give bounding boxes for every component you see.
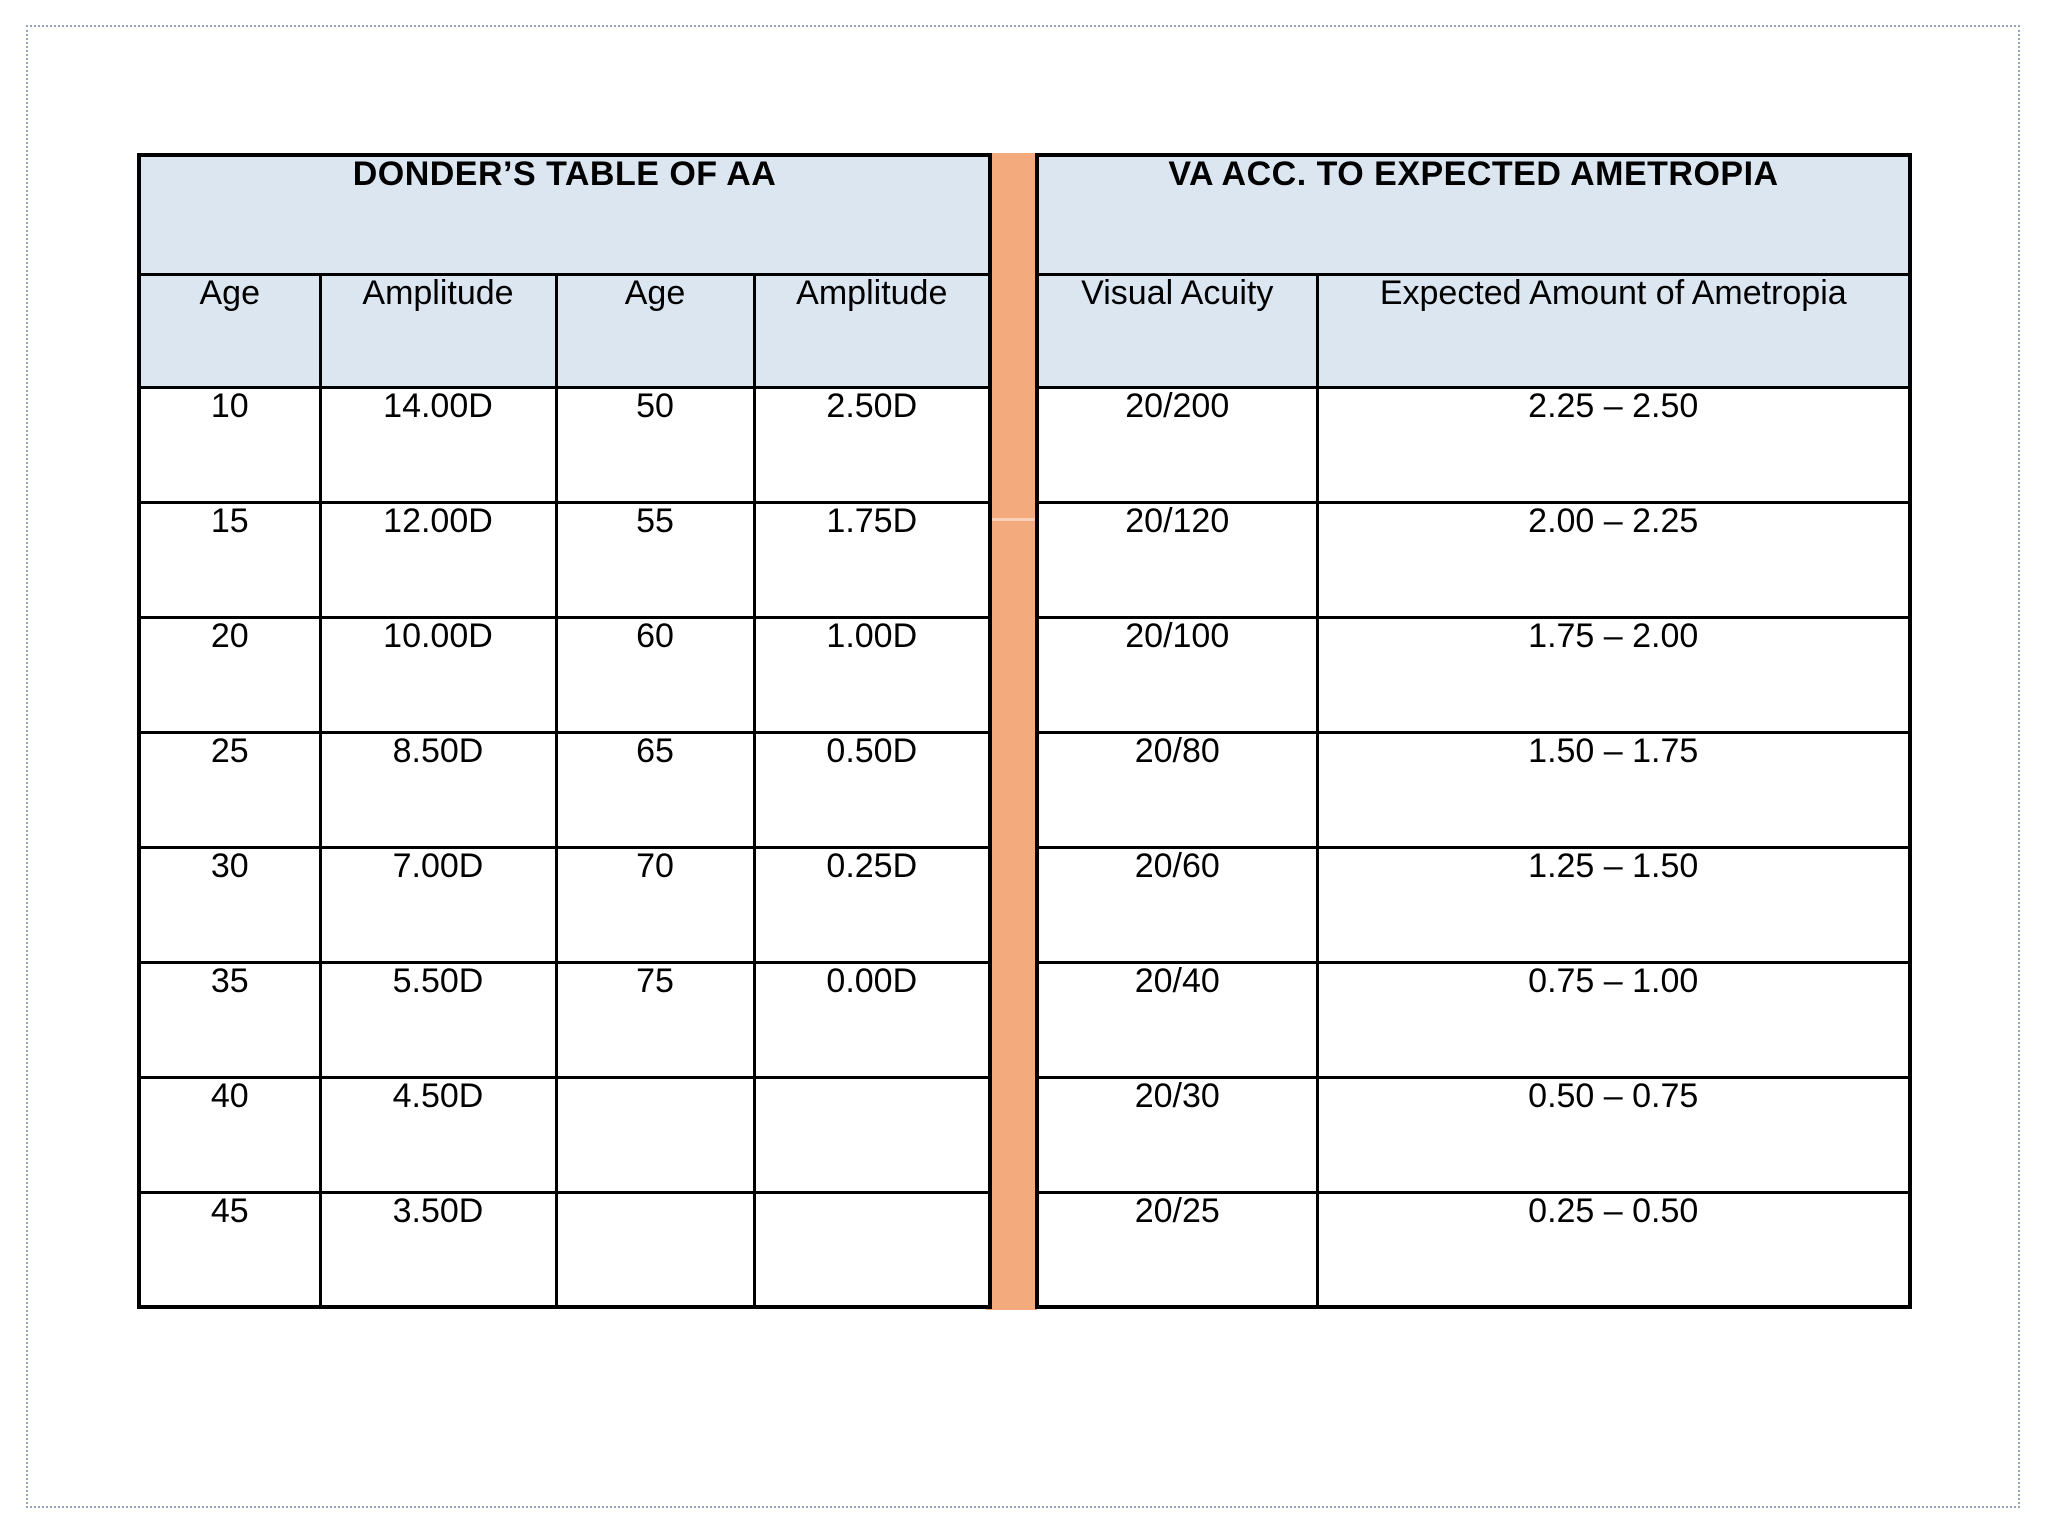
va-ametropia-table: VA ACC. TO EXPECTED AMETROPIA Visual Acu… xyxy=(1035,153,1912,1309)
donders-table-title: DONDER’S TABLE OF AA xyxy=(137,153,992,276)
table-cell: 75 xyxy=(554,960,756,1079)
table-row: 20/200 2.25 – 2.50 xyxy=(1035,385,1912,504)
table-cell: 2.50D xyxy=(752,385,992,504)
va-ametropia-table-title: VA ACC. TO EXPECTED AMETROPIA xyxy=(1035,153,1912,276)
table-cell: 40 xyxy=(137,1075,322,1194)
table-cell: 14.00D xyxy=(318,385,558,504)
table-cell: 20/40 xyxy=(1035,960,1319,1079)
table-cell: 20 xyxy=(137,615,322,734)
table-cell: 35 xyxy=(137,960,322,1079)
table-cell xyxy=(554,1075,756,1194)
table-row: 15 12.00D 55 1.75D xyxy=(137,500,992,619)
table-cell: 1.00D xyxy=(752,615,992,734)
table-header-row: Visual Acuity Expected Amount of Ametrop… xyxy=(1035,272,1912,389)
column-header-expected-ametropia: Expected Amount of Ametropia xyxy=(1315,272,1912,389)
table-row: 20/120 2.00 – 2.25 xyxy=(1035,500,1912,619)
table-cell: 15 xyxy=(137,500,322,619)
table-row: 20 10.00D 60 1.00D xyxy=(137,615,992,734)
table-row: 35 5.50D 75 0.00D xyxy=(137,960,992,1079)
table-title-row: VA ACC. TO EXPECTED AMETROPIA xyxy=(1035,153,1912,276)
table-cell: 5.50D xyxy=(318,960,558,1079)
table-cell: 0.25 – 0.50 xyxy=(1315,1190,1912,1309)
table-cell: 20/60 xyxy=(1035,845,1319,964)
table-row: 30 7.00D 70 0.25D xyxy=(137,845,992,964)
table-cell: 70 xyxy=(554,845,756,964)
table-cell: 10.00D xyxy=(318,615,558,734)
table-cell: 20/30 xyxy=(1035,1075,1319,1194)
table-row: 20/60 1.25 – 1.50 xyxy=(1035,845,1912,964)
table-cell: 2.25 – 2.50 xyxy=(1315,385,1912,504)
table-cell: 1.75D xyxy=(752,500,992,619)
table-row: 20/100 1.75 – 2.00 xyxy=(1035,615,1912,734)
table-cell: 12.00D xyxy=(318,500,558,619)
table-cell: 3.50D xyxy=(318,1190,558,1309)
table-cell: 8.50D xyxy=(318,730,558,849)
table-cell: 7.00D xyxy=(318,845,558,964)
column-header-age-1: Age xyxy=(137,272,322,389)
table-title-row: DONDER’S TABLE OF AA xyxy=(137,153,992,276)
table-cell: 25 xyxy=(137,730,322,849)
table-cell: 0.75 – 1.00 xyxy=(1315,960,1912,1079)
table-row: 25 8.50D 65 0.50D xyxy=(137,730,992,849)
column-header-amplitude-1: Amplitude xyxy=(318,272,558,389)
table-cell: 30 xyxy=(137,845,322,964)
table-row: 20/80 1.50 – 1.75 xyxy=(1035,730,1912,849)
column-header-visual-acuity: Visual Acuity xyxy=(1035,272,1319,389)
table-cell: 0.00D xyxy=(752,960,992,1079)
table-cell xyxy=(752,1190,992,1309)
table-header-row: Age Amplitude Age Amplitude xyxy=(137,272,992,389)
table-cell xyxy=(752,1075,992,1194)
table-cell: 4.50D xyxy=(318,1075,558,1194)
table-cell: 20/100 xyxy=(1035,615,1319,734)
table-cell: 55 xyxy=(554,500,756,619)
orange-divider xyxy=(986,153,1037,1310)
table-cell: 1.50 – 1.75 xyxy=(1315,730,1912,849)
column-header-amplitude-2: Amplitude xyxy=(752,272,992,389)
table-cell: 0.50 – 0.75 xyxy=(1315,1075,1912,1194)
table-row: 45 3.50D xyxy=(137,1190,992,1309)
table-cell: 60 xyxy=(554,615,756,734)
table-cell: 65 xyxy=(554,730,756,849)
table-row: 20/40 0.75 – 1.00 xyxy=(1035,960,1912,1079)
table-cell: 20/120 xyxy=(1035,500,1319,619)
table-row: 40 4.50D xyxy=(137,1075,992,1194)
table-cell: 45 xyxy=(137,1190,322,1309)
table-cell: 20/80 xyxy=(1035,730,1319,849)
divider-seam xyxy=(986,518,1037,521)
table-cell: 0.25D xyxy=(752,845,992,964)
table-cell: 2.00 – 2.25 xyxy=(1315,500,1912,619)
column-header-age-2: Age xyxy=(554,272,756,389)
table-cell xyxy=(554,1190,756,1309)
table-cell: 50 xyxy=(554,385,756,504)
donders-table: DONDER’S TABLE OF AA Age Amplitude Age A… xyxy=(137,153,993,1309)
table-cell: 1.25 – 1.50 xyxy=(1315,845,1912,964)
table-cell: 10 xyxy=(137,385,322,504)
table-row: 20/25 0.25 – 0.50 xyxy=(1035,1190,1912,1309)
table-cell: 1.75 – 2.00 xyxy=(1315,615,1912,734)
table-cell: 20/25 xyxy=(1035,1190,1319,1309)
table-row: 10 14.00D 50 2.50D xyxy=(137,385,992,504)
table-cell: 0.50D xyxy=(752,730,992,849)
table-cell: 20/200 xyxy=(1035,385,1319,504)
table-row: 20/30 0.50 – 0.75 xyxy=(1035,1075,1912,1194)
